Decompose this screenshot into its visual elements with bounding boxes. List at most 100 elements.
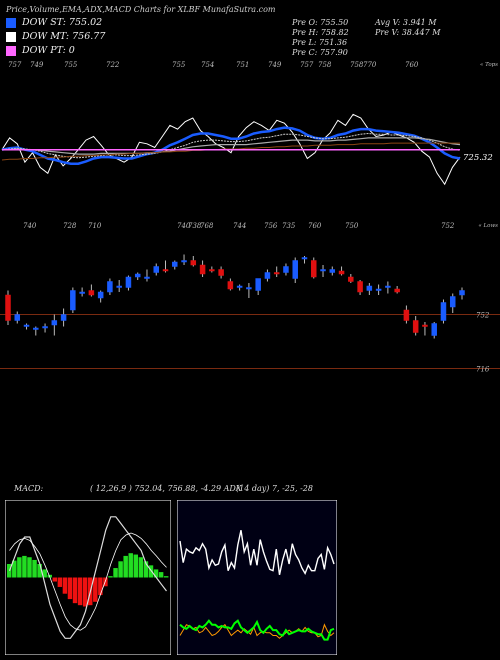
macd-bar-5 (32, 559, 37, 578)
ema-bottom-label-6: 744 (233, 222, 246, 230)
candle-body-26 (246, 287, 252, 290)
adx-values: (14 day) 7, -25, -28 (236, 484, 313, 493)
legend-swatch-mt (6, 31, 16, 42)
candle-body-31 (292, 260, 298, 279)
macd-bar-18 (98, 577, 103, 596)
ema-corner-bottom: « Lows (478, 223, 498, 229)
ema-top-label-2: 755 (64, 61, 78, 69)
macd-bar-12 (67, 577, 73, 600)
macd-bar-7 (42, 569, 47, 578)
macd-macd_line (8, 516, 167, 639)
legend-item-st: DOW ST: 755.02 (6, 17, 102, 28)
candle-body-40 (375, 288, 382, 291)
macd-signal_line (9, 532, 167, 631)
candle-body-20 (190, 260, 197, 266)
ema-bottom-label-1: 728 (63, 222, 77, 230)
candle-body-49 (459, 290, 465, 296)
chart-title: Price,Volume,EMA,ADX,MACD Charts for XLB… (6, 5, 276, 14)
ema-top-label-1: 749 (30, 61, 44, 69)
macd-bar-30 (158, 572, 164, 578)
legend-label-st: DOW ST: 755.02 (22, 17, 103, 28)
candle-body-18 (172, 261, 178, 267)
macd-bar-26 (138, 557, 144, 578)
ema-bottom-label-2: 710 (88, 222, 102, 230)
prev-close: Pre C: 757.90 (292, 48, 348, 57)
candle-body-44 (412, 320, 419, 333)
candle-body-5 (51, 320, 58, 326)
avg-volume: Avg V: 3.941 M (375, 18, 437, 27)
candle-body-6 (60, 314, 67, 321)
candle-body-13 (125, 276, 132, 288)
candle-body-4 (42, 326, 48, 329)
candle-body-30 (283, 266, 289, 273)
adx-series-di-minus (179, 623, 335, 639)
legend-label-pt: DOW PT: 0 (22, 45, 75, 56)
candle-body-27 (255, 278, 261, 291)
macd-bar-15 (82, 577, 88, 607)
macd-bar-1 (12, 560, 17, 578)
ema-bottom-label-10: 750 (345, 222, 359, 230)
macd-bar-22 (118, 561, 123, 578)
ema-bottom-label-4: 738 (188, 222, 202, 230)
ema-last-value: 725.32 (463, 153, 493, 163)
candle-body-16 (153, 266, 159, 273)
candle-body-37 (348, 276, 354, 282)
macd-bar-23 (123, 555, 128, 578)
candle-body-15 (144, 276, 150, 279)
candle-body-48 (449, 296, 456, 308)
macd-bar-27 (143, 561, 149, 578)
candle-body-28 (264, 272, 271, 279)
candle-body-34 (320, 269, 326, 272)
ema-top-label-6: 751 (236, 61, 249, 69)
candle-body-3 (33, 327, 39, 330)
macd-bar-17 (93, 577, 98, 602)
macd-bar-3 (22, 555, 27, 578)
ema-top-label-5: 754 (201, 61, 214, 69)
macd-bar-28 (148, 565, 154, 578)
ema-bottom-label-5: 768 (200, 222, 214, 230)
candle-body-33 (311, 260, 317, 278)
ema-top-label-8: 757 (300, 61, 314, 69)
ema-bottom-label-8: 735 (282, 222, 296, 230)
macd-bar-2 (17, 557, 22, 578)
candle-body-46 (431, 323, 437, 336)
ema-top-label-3: 722 (106, 61, 120, 69)
candle-body-22 (209, 269, 215, 272)
candle-body-38 (357, 281, 363, 293)
candle-body-9 (88, 290, 95, 296)
macd-bar-4 (27, 557, 32, 578)
candle-body-7 (70, 290, 76, 311)
legend-swatch-pt (6, 45, 16, 56)
candle-body-41 (385, 285, 391, 288)
level-label-1: 716 (476, 366, 490, 374)
candle-body-0 (5, 294, 11, 321)
candle-body-12 (116, 285, 122, 288)
legend-item-mt: DOW MT: 756.77 (6, 31, 105, 42)
macd-bar-6 (37, 564, 42, 578)
macd-bar-11 (62, 577, 68, 594)
macd-bar-14 (77, 577, 83, 606)
indicator-header: MACD: ( 12,26,9 ) 752.04, 756.88, -4.29 … (0, 483, 500, 497)
price-chart: 757 749 755 722 755 754 751 749 757 758 758 770 760 «… (0, 61, 500, 374)
ema-corner-top: « Tops (480, 62, 498, 68)
prev-open: Pre O: 755.50 (292, 18, 349, 27)
ema-series-ema-fast (1, 126, 461, 165)
candle-body-21 (199, 264, 206, 275)
ema-series-ema-mid (1, 132, 461, 159)
ema-bottom-label-0: 740 (23, 222, 37, 230)
candle-body-23 (218, 269, 224, 276)
candle-body-8 (79, 291, 85, 294)
candle-body-1 (14, 314, 21, 321)
candle-body-25 (236, 285, 243, 288)
macd-bar-21 (113, 568, 118, 578)
candle-body-14 (134, 273, 141, 278)
legend-swatch-st (6, 17, 16, 28)
candle-body-35 (329, 269, 336, 273)
candle-body-32 (301, 257, 308, 260)
ema-bottom-label-7: 756 (264, 222, 278, 230)
candle-body-10 (97, 291, 104, 299)
legend-label-mt: DOW MT: 756.77 (22, 31, 106, 42)
prev-volume: Pre V: 38.447 M (375, 28, 441, 37)
candle-body-2 (23, 324, 30, 327)
macd-bar-25 (133, 554, 139, 578)
